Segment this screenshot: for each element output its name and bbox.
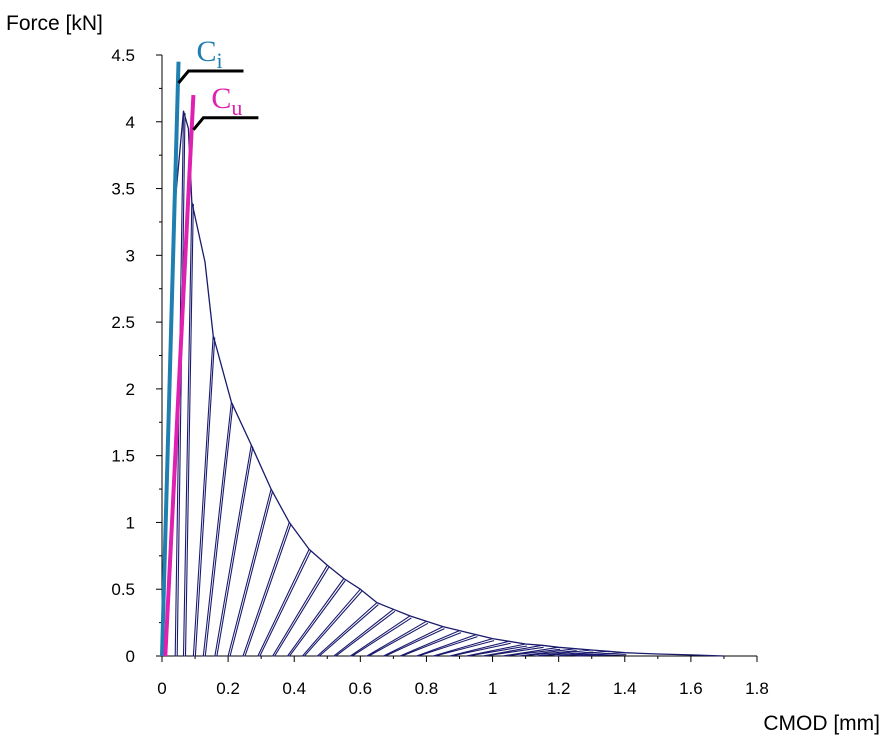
x-tick-label: 0.4	[282, 679, 306, 698]
y-tick-label: 3	[126, 246, 135, 265]
cycle-loop	[182, 201, 194, 657]
x-tick-label: 0.8	[415, 679, 439, 698]
cycle-loop	[301, 588, 363, 657]
y-tick-label: 3.5	[111, 180, 135, 199]
y-tick-label: 2.5	[111, 313, 135, 332]
cycle-loop	[416, 634, 478, 657]
x-tick-label: 1.2	[547, 679, 571, 698]
y-tick-label: 4.5	[111, 46, 135, 65]
annotation-label-ci: Ci	[197, 35, 223, 73]
annotation-main-cu: C	[211, 82, 231, 115]
x-tick-label: 1.6	[679, 679, 703, 698]
cycle-loop	[535, 649, 594, 657]
annotation-label-cu: Cu	[211, 82, 242, 120]
y-tick-label: 0.5	[111, 580, 135, 599]
y-axis: 0 0.5 1 1.5 2 2.5 3 3.5 4 4.5	[111, 46, 163, 666]
x-tick-label: 0.2	[216, 679, 240, 698]
cycle-loop	[555, 650, 610, 657]
cycle-loop	[518, 648, 577, 657]
x-tick-label: 0	[157, 679, 166, 698]
cycle-loop	[399, 630, 462, 657]
cycle-loop	[449, 640, 511, 657]
leader-line-ci	[177, 69, 244, 84]
envelope-line	[161, 110, 724, 657]
x-tick-label: 1.4	[613, 679, 637, 698]
y-tick-label: 1	[126, 513, 135, 532]
y-tick-label: 0	[126, 647, 135, 666]
cycle-loop	[482, 644, 544, 657]
y-tick-label: 2	[126, 380, 135, 399]
x-tick-label: 1	[488, 679, 497, 698]
cycle-loop	[257, 548, 312, 657]
cycle-loop	[315, 602, 379, 657]
cycle-loop	[242, 522, 292, 657]
annotation-subscript-cu: u	[231, 95, 242, 120]
cycle-loop	[227, 488, 274, 657]
compliance-line-ci	[160, 61, 181, 657]
compliance-line-cu	[163, 94, 196, 657]
y-tick-label: 1.5	[111, 447, 135, 466]
cycle-loop	[465, 643, 528, 657]
cycle-loop	[332, 608, 396, 657]
x-tick-label: 1.8	[745, 679, 769, 698]
annotation-subscript-ci: i	[217, 48, 223, 73]
cycle-loop	[192, 335, 216, 657]
cycle-loop	[271, 564, 330, 657]
cycle-loop	[286, 578, 346, 657]
cycle-loop	[575, 652, 627, 657]
cycle-loop	[364, 620, 429, 657]
y-axis-title: Force [kN]	[6, 12, 103, 35]
cycle-loop	[202, 402, 234, 657]
x-axis-title: CMOD [mm]	[763, 712, 880, 735]
x-tick-label: 0.6	[349, 679, 373, 698]
plot-area	[160, 61, 724, 657]
cycle-loop	[383, 626, 445, 657]
annotation-main-ci: C	[197, 35, 217, 68]
x-axis: 0 0.2 0.4 0.6 0.8 1 1.2 1.4 1.6 1.8	[157, 655, 769, 698]
cycle-loop	[432, 638, 495, 657]
y-tick-label: 4	[126, 113, 135, 132]
leader-line-cu	[192, 116, 259, 131]
cycle-loop	[348, 615, 412, 657]
cycle-loop	[214, 444, 254, 657]
cycle-loop	[502, 646, 561, 657]
unload-cycles	[174, 111, 627, 657]
